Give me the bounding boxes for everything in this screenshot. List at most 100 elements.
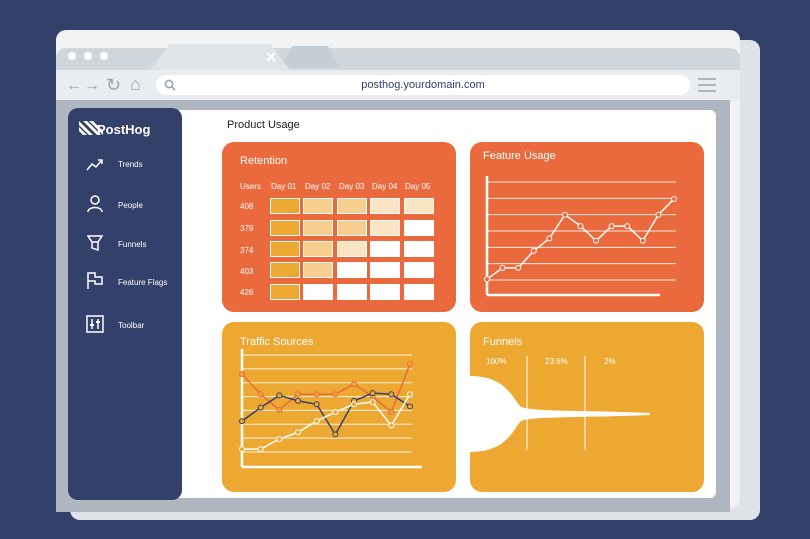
sidebar-item-label: People bbox=[118, 201, 143, 210]
data-point bbox=[332, 391, 339, 398]
feature-usage-card bbox=[470, 142, 704, 312]
series-line bbox=[242, 393, 411, 450]
data-point bbox=[624, 223, 631, 230]
posthog-logo-icon bbox=[79, 121, 103, 135]
sidebar-item-label: Feature Flags bbox=[118, 278, 168, 287]
data-point bbox=[239, 371, 245, 378]
window-control-minimize[interactable] bbox=[84, 52, 92, 60]
retention-cell bbox=[404, 284, 434, 300]
flag-icon bbox=[87, 272, 103, 289]
data-point bbox=[276, 436, 283, 442]
feature-usage-title: Feature Usage bbox=[483, 150, 556, 162]
retention-header-day4: Day 04 bbox=[372, 182, 398, 191]
retention-cell bbox=[270, 198, 300, 214]
browser-tab-active[interactable] bbox=[150, 44, 290, 70]
data-point bbox=[313, 391, 320, 398]
series-line bbox=[486, 198, 675, 280]
data-point bbox=[530, 247, 537, 254]
data-point bbox=[369, 399, 376, 406]
data-point bbox=[351, 381, 357, 388]
tab-close-icon[interactable]: × bbox=[265, 47, 277, 67]
sidebar-item-label: Trends bbox=[118, 160, 143, 169]
retention-header-day3: Day 03 bbox=[339, 182, 365, 191]
funnel-step-percent: 23.6% bbox=[545, 357, 568, 366]
data-point bbox=[407, 360, 413, 367]
data-point bbox=[407, 403, 413, 410]
trend-line-icon bbox=[86, 159, 103, 171]
data-point bbox=[276, 406, 283, 413]
menu-icon[interactable] bbox=[698, 78, 716, 92]
data-point bbox=[313, 418, 320, 425]
data-point bbox=[577, 223, 584, 230]
data-point bbox=[388, 409, 395, 416]
logo-text: PostHog bbox=[97, 122, 151, 137]
retention-cell bbox=[370, 262, 400, 278]
funnel-step-percent: 100% bbox=[486, 357, 507, 366]
retention-cell bbox=[337, 241, 367, 257]
data-point bbox=[561, 211, 568, 218]
data-point bbox=[499, 264, 506, 271]
data-point bbox=[515, 264, 522, 271]
funnel-shape bbox=[470, 376, 650, 452]
funnel-step-percent: 2% bbox=[604, 357, 616, 366]
retention-cell bbox=[404, 262, 434, 278]
sidebar-item-people[interactable]: People bbox=[78, 195, 178, 215]
sidebar-item-trends[interactable]: Trends bbox=[78, 156, 178, 176]
data-point bbox=[332, 431, 339, 438]
funnels-title: Funnels bbox=[483, 336, 523, 348]
sidebar-item-feature-flags[interactable]: Feature Flags bbox=[78, 272, 178, 292]
retention-cell bbox=[303, 220, 333, 236]
address-bar[interactable]: posthog.yourdomain.com bbox=[156, 75, 690, 95]
retention-header-users: Users bbox=[240, 182, 261, 191]
home-icon[interactable]: ⌂ bbox=[130, 74, 141, 94]
data-point bbox=[546, 235, 553, 242]
sidebar bbox=[68, 108, 182, 500]
forward-icon[interactable]: → bbox=[84, 77, 100, 94]
data-point bbox=[295, 391, 301, 398]
retention-cell bbox=[303, 241, 333, 257]
sidebar-item-funnels[interactable]: Funnels bbox=[78, 234, 178, 254]
back-icon[interactable]: ← bbox=[66, 77, 82, 94]
data-point bbox=[484, 276, 490, 283]
retention-cell bbox=[270, 220, 300, 236]
data-point bbox=[407, 391, 413, 398]
data-point bbox=[388, 422, 395, 429]
data-point bbox=[313, 401, 320, 408]
data-point bbox=[671, 195, 677, 202]
data-point bbox=[639, 237, 646, 244]
retention-cell bbox=[270, 262, 300, 278]
data-point bbox=[332, 409, 339, 416]
retention-user-count: 426 bbox=[240, 288, 254, 297]
data-point bbox=[351, 401, 357, 408]
data-point bbox=[655, 211, 662, 218]
toolbar-icon bbox=[86, 315, 104, 333]
window-control-close[interactable] bbox=[68, 52, 76, 60]
retention-cell bbox=[303, 198, 333, 214]
browser-tab-inactive[interactable] bbox=[280, 46, 340, 68]
retention-cell bbox=[337, 220, 367, 236]
retention-cell bbox=[303, 284, 333, 300]
data-point bbox=[593, 237, 600, 244]
window-control-maximize[interactable] bbox=[100, 52, 108, 60]
data-point bbox=[295, 429, 301, 436]
person-icon bbox=[87, 195, 103, 213]
data-point bbox=[257, 391, 264, 398]
sidebar-item-label: Toolbar bbox=[118, 321, 145, 330]
data-point bbox=[388, 391, 395, 398]
funnels-chart bbox=[470, 356, 650, 452]
data-point bbox=[369, 390, 376, 397]
retention-header-day1: Day 01 bbox=[271, 182, 297, 191]
retention-cell bbox=[270, 284, 300, 300]
search-icon bbox=[164, 79, 176, 91]
retention-cell bbox=[404, 241, 434, 257]
retention-cell bbox=[370, 241, 400, 257]
retention-title: Retention bbox=[240, 155, 288, 167]
data-point bbox=[295, 397, 301, 404]
retention-header-day2: Day 02 bbox=[305, 182, 331, 191]
traffic-sources-chart bbox=[239, 349, 422, 469]
reload-icon[interactable]: ↻ bbox=[106, 75, 122, 95]
data-point bbox=[276, 392, 283, 399]
sidebar-item-toolbar[interactable]: Toolbar bbox=[78, 315, 178, 335]
traffic-sources-title: Traffic Sources bbox=[240, 336, 314, 348]
url-text: posthog.yourdomain.com bbox=[361, 79, 485, 91]
